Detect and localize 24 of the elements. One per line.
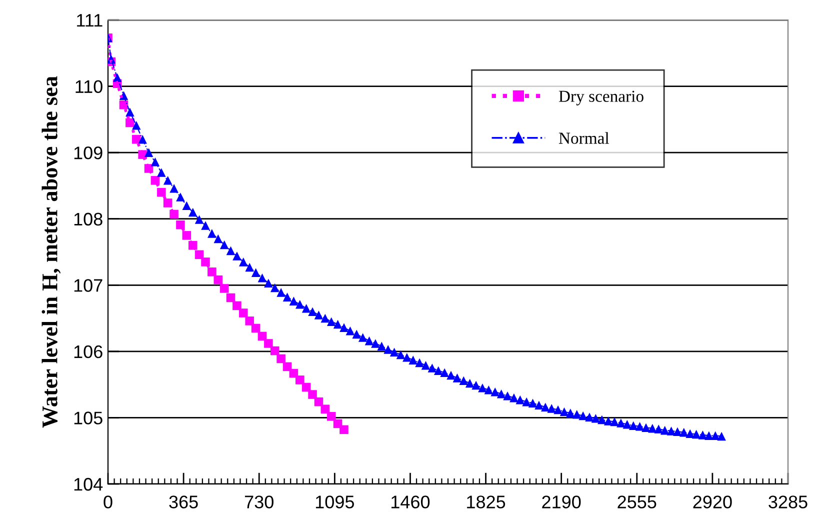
- x-tick-label: 1460: [392, 496, 430, 508]
- x-tick-label: 2190: [542, 496, 581, 508]
- x-tick-label: 730: [244, 496, 274, 508]
- x-tick-label: 0: [104, 496, 112, 508]
- point: [340, 425, 348, 434]
- y-tick-label: 105: [74, 412, 102, 424]
- x-tick-label: 365: [169, 496, 198, 508]
- y-axis-title: Water level in H, meter above the sea: [42, 76, 61, 428]
- legend-label: Dry scenario: [558, 90, 644, 106]
- x-tick-label: 3285: [768, 496, 808, 508]
- point: [208, 267, 216, 276]
- x-tick-label: 2920: [693, 496, 732, 508]
- point: [238, 308, 248, 318]
- y-tick-label: 110: [76, 80, 102, 94]
- x-tick-label: 1095: [316, 496, 354, 508]
- y-tick-label: 107: [74, 279, 102, 292]
- y-tick-label: 111: [77, 14, 102, 27]
- y-tick-label: 104: [74, 478, 103, 491]
- y-tick-label: 109: [74, 146, 102, 160]
- x-tick-label: 1825: [467, 496, 506, 508]
- legend-label: Normal: [558, 132, 610, 144]
- y-tick-label: 106: [74, 345, 102, 358]
- y-tick-label: 108: [74, 212, 102, 226]
- x-tick-label: 2555: [618, 496, 656, 508]
